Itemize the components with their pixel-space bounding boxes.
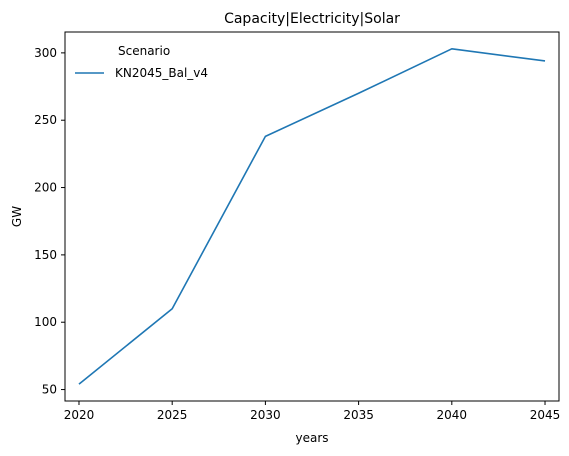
legend: Scenario KN2045_Bal_v4 xyxy=(75,44,208,80)
y-ticks: 50 100 150 200 250 300 xyxy=(34,46,65,397)
y-tick-label: 200 xyxy=(34,181,57,195)
x-tick-label: 2030 xyxy=(250,408,281,422)
x-tick-label: 2045 xyxy=(530,408,561,422)
y-tick-label: 100 xyxy=(34,315,57,329)
y-tick-label: 50 xyxy=(42,383,57,397)
legend-label: KN2045_Bal_v4 xyxy=(115,66,208,80)
x-tick-label: 2035 xyxy=(343,408,374,422)
x-tick-label: 2040 xyxy=(437,408,468,422)
y-axis-label: GW xyxy=(10,206,24,227)
y-tick-label: 150 xyxy=(34,248,57,262)
x-axis-label: years xyxy=(295,431,328,445)
chart-title: Capacity|Electricity|Solar xyxy=(224,11,400,27)
y-tick-label: 250 xyxy=(34,113,57,127)
x-ticks: 2020 2025 2030 2035 2040 2045 xyxy=(64,401,561,422)
legend-title: Scenario xyxy=(118,44,170,58)
y-tick-label: 300 xyxy=(34,46,57,60)
x-tick-label: 2025 xyxy=(157,408,188,422)
series-lines xyxy=(78,48,546,385)
axes-frame xyxy=(64,31,560,402)
series-line-0 xyxy=(78,48,546,385)
x-tick-label: 2020 xyxy=(64,408,95,422)
